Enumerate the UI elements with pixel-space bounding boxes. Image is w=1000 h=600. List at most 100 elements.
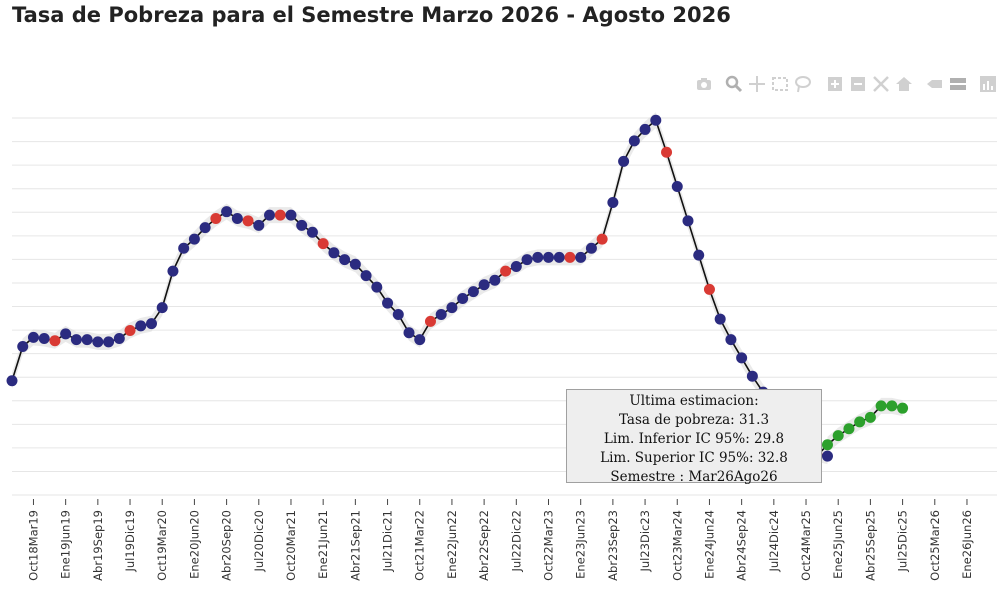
data-point[interactable] bbox=[221, 206, 233, 218]
data-point[interactable] bbox=[467, 286, 479, 298]
x-tick-label: Jul21Dic21 bbox=[381, 510, 395, 573]
autoscale-icon[interactable] bbox=[871, 74, 891, 94]
data-point[interactable] bbox=[489, 274, 501, 286]
data-point[interactable] bbox=[178, 242, 190, 254]
data-point[interactable] bbox=[27, 331, 39, 343]
data-point[interactable] bbox=[135, 320, 147, 332]
data-point[interactable] bbox=[639, 123, 651, 135]
forecast-data-point[interactable] bbox=[843, 423, 855, 435]
forecast-data-point[interactable] bbox=[897, 402, 909, 414]
highlighted-data-point[interactable] bbox=[596, 233, 608, 245]
data-point[interactable] bbox=[253, 219, 265, 231]
data-point[interactable] bbox=[403, 327, 415, 339]
data-point[interactable] bbox=[339, 254, 351, 266]
data-point[interactable] bbox=[553, 251, 565, 263]
data-point[interactable] bbox=[618, 155, 630, 167]
data-point[interactable] bbox=[371, 281, 383, 293]
data-point[interactable] bbox=[6, 375, 18, 387]
pan-icon[interactable] bbox=[747, 74, 767, 94]
data-point[interactable] bbox=[199, 222, 211, 234]
x-tick-label: Oct19Mar20 bbox=[155, 510, 169, 581]
data-point[interactable] bbox=[17, 340, 29, 352]
highlighted-data-point[interactable] bbox=[424, 315, 436, 327]
data-point[interactable] bbox=[628, 135, 640, 147]
data-point[interactable] bbox=[650, 114, 662, 126]
highlighted-data-point[interactable] bbox=[703, 283, 715, 295]
plotly-logo-icon[interactable] bbox=[978, 74, 998, 94]
data-point[interactable] bbox=[736, 352, 748, 364]
data-point[interactable] bbox=[478, 279, 490, 291]
data-point[interactable] bbox=[360, 270, 372, 282]
highlighted-data-point[interactable] bbox=[317, 238, 329, 250]
highlighted-data-point[interactable] bbox=[49, 335, 61, 347]
data-point[interactable] bbox=[60, 328, 72, 340]
data-point[interactable] bbox=[532, 251, 544, 263]
data-point[interactable] bbox=[575, 251, 587, 263]
data-point[interactable] bbox=[231, 213, 243, 225]
x-tick-label: Oct23Mar24 bbox=[670, 510, 684, 581]
box-select-icon[interactable] bbox=[770, 74, 790, 94]
data-point[interactable] bbox=[746, 370, 758, 382]
data-point[interactable] bbox=[682, 215, 694, 227]
x-tick-label: Jul20Dic20 bbox=[252, 510, 266, 573]
forecast-data-point[interactable] bbox=[821, 439, 833, 451]
zoom-icon[interactable] bbox=[724, 74, 744, 94]
zoom-out-icon[interactable] bbox=[848, 74, 868, 94]
data-point[interactable] bbox=[70, 334, 82, 346]
data-point[interactable] bbox=[264, 209, 276, 221]
data-point[interactable] bbox=[725, 334, 737, 346]
highlighted-data-point[interactable] bbox=[274, 209, 286, 221]
data-point[interactable] bbox=[81, 334, 93, 346]
x-tick-label: Oct18Mar19 bbox=[26, 510, 40, 581]
data-point[interactable] bbox=[671, 181, 683, 193]
data-point[interactable] bbox=[92, 336, 104, 348]
x-tick-label: Ene19Jun19 bbox=[59, 510, 73, 579]
data-point[interactable] bbox=[382, 297, 394, 309]
data-point[interactable] bbox=[285, 209, 297, 221]
highlighted-data-point[interactable] bbox=[500, 265, 512, 277]
hover-closest-icon[interactable] bbox=[925, 74, 945, 94]
data-point[interactable] bbox=[328, 247, 340, 259]
forecast-data-point[interactable] bbox=[875, 400, 887, 412]
data-point[interactable] bbox=[349, 258, 361, 270]
x-tick-label: Abr22Sep22 bbox=[477, 510, 491, 581]
data-point[interactable] bbox=[414, 334, 426, 346]
forecast-data-point[interactable] bbox=[886, 400, 898, 412]
data-point[interactable] bbox=[543, 251, 554, 263]
zoom-in-icon[interactable] bbox=[825, 74, 845, 94]
lasso-icon[interactable] bbox=[793, 74, 813, 94]
highlighted-data-point[interactable] bbox=[242, 215, 254, 227]
reset-axes-icon[interactable] bbox=[894, 74, 914, 94]
data-point[interactable] bbox=[457, 293, 469, 305]
data-point[interactable] bbox=[714, 313, 726, 325]
hover-compare-icon[interactable] bbox=[948, 74, 968, 94]
data-point[interactable] bbox=[607, 197, 619, 209]
data-point[interactable] bbox=[145, 318, 157, 330]
data-point[interactable] bbox=[306, 226, 318, 238]
highlighted-data-point[interactable] bbox=[210, 213, 222, 225]
x-tick-label: Ene24Jun24 bbox=[702, 510, 716, 579]
data-point[interactable] bbox=[521, 254, 533, 266]
highlighted-data-point[interactable] bbox=[564, 251, 576, 263]
camera-icon[interactable] bbox=[694, 74, 714, 94]
data-point[interactable] bbox=[510, 261, 522, 273]
data-point[interactable] bbox=[392, 308, 404, 320]
data-point[interactable] bbox=[693, 249, 705, 261]
data-point[interactable] bbox=[113, 332, 125, 344]
highlighted-data-point[interactable] bbox=[124, 324, 136, 336]
data-point[interactable] bbox=[156, 302, 168, 314]
data-point[interactable] bbox=[446, 302, 458, 314]
data-point[interactable] bbox=[188, 233, 200, 245]
data-point[interactable] bbox=[38, 332, 50, 344]
forecast-data-point[interactable] bbox=[832, 430, 844, 442]
data-point[interactable] bbox=[585, 242, 597, 254]
data-point[interactable] bbox=[435, 308, 447, 320]
highlighted-data-point[interactable] bbox=[661, 146, 673, 158]
data-point[interactable] bbox=[103, 336, 115, 348]
forecast-data-point[interactable] bbox=[854, 416, 866, 428]
data-point[interactable] bbox=[821, 450, 833, 462]
forecast-data-point[interactable] bbox=[864, 411, 876, 423]
data-point[interactable] bbox=[167, 265, 179, 277]
tooltip-heading: Ultima estimacion: bbox=[629, 393, 759, 409]
data-point[interactable] bbox=[296, 219, 308, 231]
